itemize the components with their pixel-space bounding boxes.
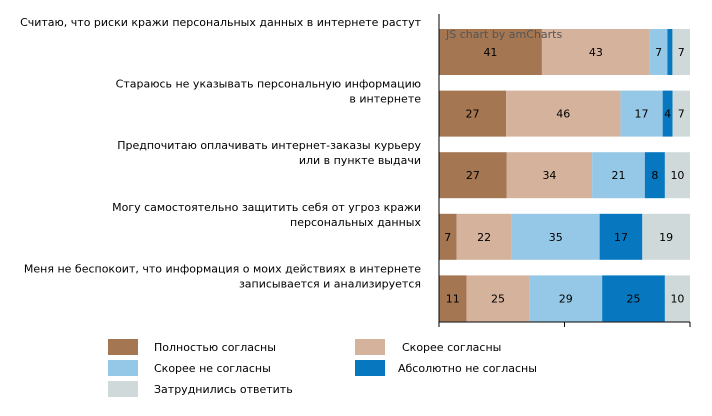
legend-label-4[interactable]: Абсолютно не согласны: [398, 362, 537, 375]
bar-segment-5-2[interactable]: [466, 275, 530, 322]
category-label-5-line-1: Меня не беспокоит, что информация о моих…: [24, 262, 421, 275]
category-labels-layer: Считаю, что риски кражи персональных дан…: [20, 16, 422, 290]
category-label-4-line-2: персональных данных: [290, 216, 421, 229]
data-label-5-5: 10: [670, 292, 684, 305]
data-label-4-5: 19: [659, 231, 673, 244]
bar-segment-4-2[interactable]: [456, 213, 512, 260]
data-label-1-5: 7: [678, 46, 685, 59]
category-label-3-line-2: или в пункте выдачи: [299, 154, 421, 167]
bar-segment-2-4[interactable]: [662, 90, 673, 137]
bar-segment-3-1[interactable]: [439, 152, 507, 199]
bar-segment-2-2[interactable]: [506, 90, 621, 137]
chart-credit[interactable]: JS chart by amCharts: [445, 28, 562, 41]
bar-segment-5-5[interactable]: [664, 275, 690, 322]
bar-segment-4-1[interactable]: [439, 213, 457, 260]
bar-segment-3-4[interactable]: [644, 152, 665, 199]
legend-swatch-5[interactable]: [108, 381, 138, 397]
legend-swatch-2[interactable]: [355, 339, 385, 355]
legend-label-3[interactable]: Скорее не согласны: [154, 362, 271, 375]
data-label-2-2: 46: [556, 108, 570, 121]
data-label-2-4: 4: [664, 108, 671, 121]
data-label-4-4: 17: [614, 231, 628, 244]
bar-segment-5-4[interactable]: [602, 275, 665, 322]
legend-swatch-4[interactable]: [355, 360, 385, 376]
legend-label-2[interactable]: Скорее согласны: [402, 341, 501, 354]
bar-segment-4-5[interactable]: [642, 213, 690, 260]
category-label-4-line-1: Могу самостоятельно защитить себя от угр…: [112, 201, 421, 214]
legend: Полностью согласны Скорее согласны Скорее …: [108, 339, 537, 397]
data-label-1-3: 7: [655, 46, 662, 59]
data-label-5-1: 11: [446, 292, 460, 305]
category-label-1-line-1: Считаю, что риски кражи персональных дан…: [20, 16, 422, 29]
legend-label-5[interactable]: Затруднились ответить: [154, 383, 293, 396]
category-label-2-line-2: в интернете: [349, 93, 421, 106]
bar-segment-3-3[interactable]: [592, 152, 645, 199]
bar-segment-2-1[interactable]: [439, 90, 507, 137]
data-label-4-2: 22: [477, 231, 491, 244]
bar-segment-1-1[interactable]: [439, 29, 542, 75]
data-label-3-4: 8: [651, 169, 658, 182]
data-label-2-3: 17: [635, 108, 649, 121]
bar-segment-2-5[interactable]: [672, 90, 690, 137]
data-label-3-1: 27: [466, 169, 480, 182]
data-label-5-3: 29: [559, 292, 573, 305]
legend-swatch-1[interactable]: [108, 339, 138, 355]
bar-segment-1-3[interactable]: [649, 29, 668, 75]
data-label-3-3: 21: [611, 169, 625, 182]
bar-segment-3-5[interactable]: [664, 152, 690, 199]
category-label-5-line-2: записывается и анализируется: [239, 277, 421, 290]
data-label-3-2: 34: [542, 169, 556, 182]
data-label-3-5: 10: [670, 169, 684, 182]
bar-segment-4-4[interactable]: [599, 213, 643, 260]
bar-segment-1-4[interactable]: [667, 29, 673, 75]
data-label-4-3: 35: [549, 231, 563, 244]
bar-segment-1-2[interactable]: [541, 29, 650, 75]
data-label-2-5: 7: [678, 108, 685, 121]
data-label-5-4: 25: [627, 292, 641, 305]
data-label-4-1: 7: [444, 231, 451, 244]
category-label-2-line-1: Стараюсь не указывать персональную инфор…: [116, 78, 421, 91]
bar-segment-5-3[interactable]: [529, 275, 603, 322]
category-label-3-line-1: Предпочитаю оплачивать интернет-заказы к…: [117, 139, 421, 152]
data-label-2-1: 27: [466, 108, 480, 121]
bar-segment-5-1[interactable]: [439, 275, 467, 322]
axes-layer: [438, 14, 691, 327]
bar-segment-2-3[interactable]: [620, 90, 663, 137]
bar-segment-1-5[interactable]: [672, 29, 690, 75]
data-label-1-2: 43: [589, 46, 603, 59]
legend-label-1[interactable]: Полностью согласны: [154, 341, 276, 354]
bar-segment-3-2[interactable]: [506, 152, 593, 199]
data-label-5-2: 25: [491, 292, 505, 305]
data-label-1-1: 41: [483, 46, 497, 59]
bar-segment-4-3[interactable]: [511, 213, 600, 260]
legend-swatch-3[interactable]: [108, 360, 138, 376]
